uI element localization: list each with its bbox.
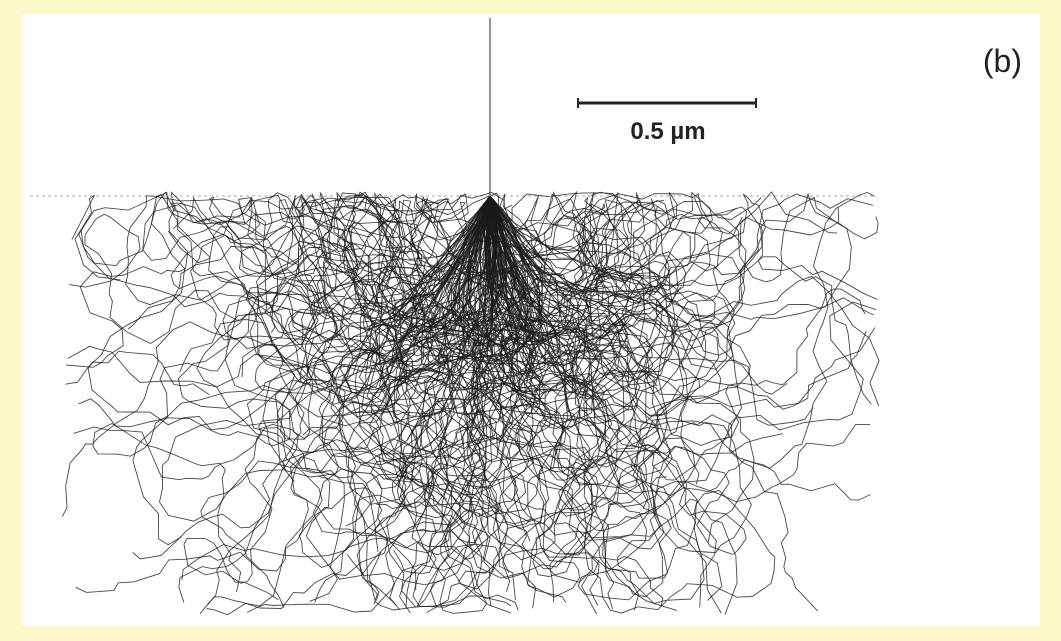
figure: 0.5 µm (b) [22,14,1040,626]
page: 0.5 µm (b) [0,0,1061,641]
panel-label: (b) [983,43,1022,79]
scale-bar-label: 0.5 µm [630,118,705,145]
